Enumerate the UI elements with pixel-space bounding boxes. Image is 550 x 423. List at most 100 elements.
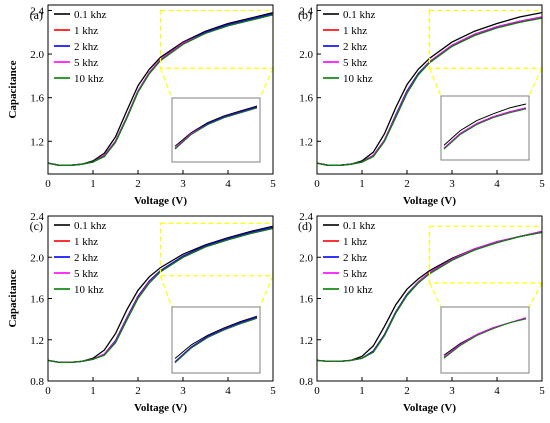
x-tick-label: 5 [270,178,276,190]
legend-entry: 2 khz [343,41,367,53]
y-tick-label: 2.4 [30,5,44,17]
x-tick-label: 5 [270,385,276,397]
x-tick-label: 0 [314,178,320,190]
x-tick-label: 4 [225,178,231,190]
y-tick-label: 1.6 [30,93,44,105]
inset-series-group [174,105,258,150]
x-tick-label: 0 [45,178,51,190]
series-line-10-khz [47,227,274,364]
series-group [316,11,543,166]
inset-frame [440,95,530,161]
series-group [316,230,543,363]
inset-series-line-10-khz [174,107,258,150]
inset-series-group [443,317,527,359]
inset-series-line-2-khz [174,316,258,363]
x-tick-label: 4 [494,385,500,397]
zoom-connector-left [159,68,173,99]
x-tick-label: 4 [225,385,231,397]
y-tick-label: 2.0 [30,49,44,61]
inset-series-line-0-1-khz [174,105,258,147]
y-tick-label: 2.4 [30,211,44,223]
series-group [47,11,274,166]
series-line-10-khz [47,14,274,166]
legend-entry: 10 khz [74,284,104,296]
x-axis-label: Voltage (V) [403,402,456,414]
x-tick-label: 0 [45,385,51,397]
x-tick-label: 1 [90,385,96,397]
legend-entry: 1 khz [343,236,367,248]
y-tick-label: 1.6 [30,294,44,306]
x-tick-label: 0 [314,385,320,397]
chart-panel-c: 0 1 2 3 4 5 0.8 1.2 1.6 2.0 2.4 Voltage (V) Capacita… [7,211,276,414]
x-tick-label: 3 [449,178,455,190]
legend-entry: 0.1 khz [74,9,107,21]
x-axis-label: Voltage (V) [403,195,456,207]
zoom-connector-right [528,282,543,308]
x-tick-label: 5 [539,385,545,397]
inset-series-group [174,315,258,364]
legend: 0.1 khz 1 khz 2 khz 5 khz 10 khz [54,9,107,85]
inset-series-line-5-khz [443,107,527,149]
inset-frame [171,97,261,163]
legend-entry: 2 khz [74,41,98,53]
inset-series-group [443,103,527,150]
x-tick-label: 2 [135,178,141,190]
legend-entry: 1 khz [74,236,98,248]
y-tick-label: 0.8 [30,376,44,388]
zoom-connector-left [428,282,442,308]
legend: 0.1 khz 1 khz 2 khz 5 khz 10 khz [323,9,376,85]
y-axis-label: Capacitance [7,60,19,118]
inset-series-line-0-1-khz [443,103,527,146]
chart-panel-d: 0 1 2 3 4 5 0.8 1.2 1.6 2.0 2.4 Voltage (V) (d) 0.1 k… [298,211,545,414]
legend-entry: 0.1 khz [343,220,376,232]
x-tick-label: 4 [494,178,500,190]
x-tick-label: 1 [359,385,365,397]
y-tick-label: 2.4 [299,211,313,223]
x-axis-label: Voltage (V) [134,195,187,207]
legend-entry: 10 khz [74,73,104,85]
x-tick-label: 2 [404,178,410,190]
series-line-10-khz [316,17,543,166]
panel-label: (b) [298,8,312,22]
legend-entry: 5 khz [74,57,98,69]
y-tick-label: 1.6 [299,294,313,306]
legend-entry: 1 khz [343,25,367,37]
y-tick-label: 1.6 [299,93,313,105]
zoom-region-box [159,9,274,69]
zoom-connector-right [259,275,274,308]
y-tick-label: 2.0 [299,49,313,61]
legend-entry: 10 khz [343,284,373,296]
zoom-connector-right [528,67,543,97]
y-axis-label: Capacitance [7,269,19,327]
x-tick-label: 3 [449,385,455,397]
y-tick-label: 1.2 [299,136,313,148]
x-tick-label: 2 [135,385,141,397]
chart-panel-b: 0 1 2 3 4 5 1.2 1.6 2.0 2.4 Voltage (V) (b) 0.1 khz 1… [298,4,545,207]
legend-entry: 10 khz [343,73,373,85]
legend: 0.1 khz 1 khz 2 khz 5 khz 10 khz [323,220,376,296]
legend-entry: 1 khz [74,25,98,37]
inset-frame [440,306,530,374]
zoom-connector-left [159,275,173,308]
x-tick-label: 3 [180,178,186,190]
y-tick-label: 1.2 [30,335,44,347]
legend-entry: 5 khz [74,268,98,280]
y-tick-label: 1.2 [30,136,44,148]
inset-series-line-10-khz [174,317,258,364]
inset-series-line-0-1-khz [174,315,258,359]
x-tick-label: 5 [539,178,545,190]
x-tick-label: 3 [180,385,186,397]
legend-entry: 0.1 khz [74,220,107,232]
y-tick-label: 2.4 [299,5,313,17]
inset-frame [171,306,261,374]
legend-entry: 5 khz [343,57,367,69]
series-line-10-khz [316,231,543,363]
series-group [47,225,274,364]
chart-panel-a: 0 1 2 3 4 5 1.2 1.6 2.0 2.4 Voltage (V) Capacitance… [7,4,276,207]
x-axis-label: Voltage (V) [134,402,187,414]
inset-series-line-10-khz [443,108,527,150]
panel-label: (d) [298,219,312,233]
panel-label: (c) [30,219,43,233]
inset-series-line-10-khz [443,318,527,359]
